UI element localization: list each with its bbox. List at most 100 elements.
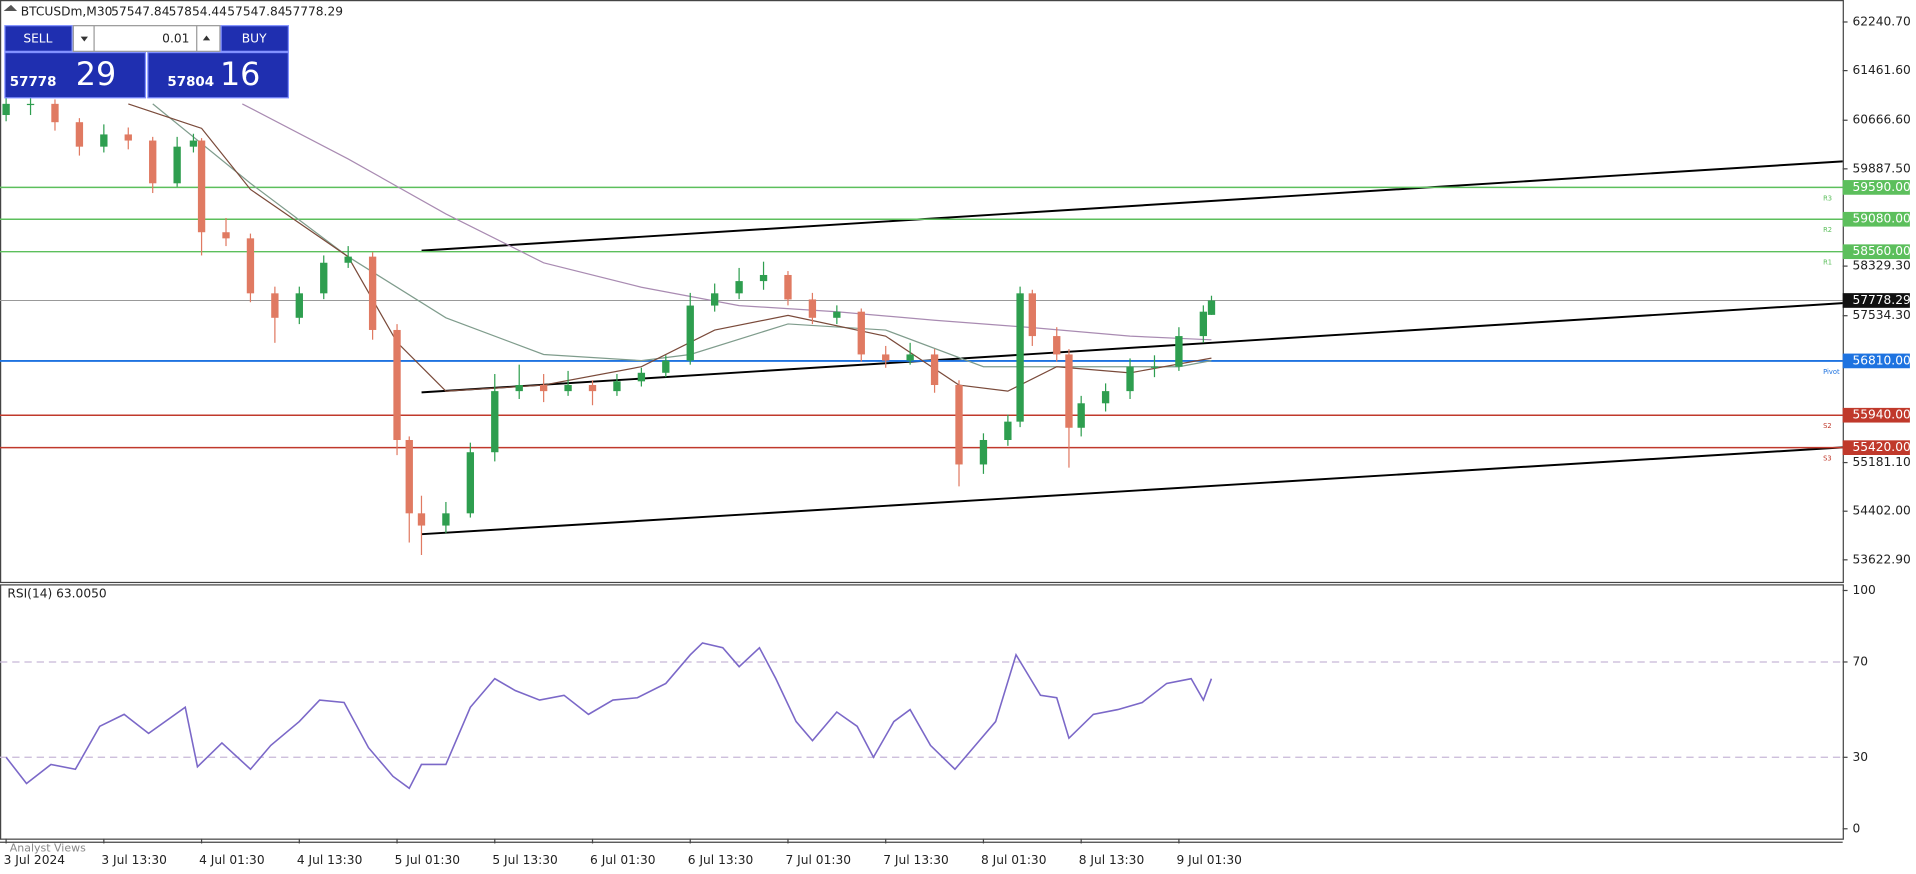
- ohlc-close: 57778.29: [285, 5, 343, 19]
- ohlc-high: 57854.44: [169, 5, 228, 19]
- candle-body: [1207, 300, 1216, 315]
- candle-body: [735, 281, 743, 294]
- candle-body: [1028, 293, 1036, 337]
- y-tick-label: 53622.90: [1852, 552, 1910, 566]
- lot-up[interactable]: [202, 35, 211, 41]
- x-tick-label: 6 Jul 01:30: [590, 853, 655, 867]
- y-tick-label: 54402.00: [1852, 504, 1910, 518]
- y-tick-label: 61461.60: [1852, 63, 1910, 77]
- candle-body: [491, 391, 499, 453]
- buy-label: BUY: [242, 32, 267, 46]
- candle-body: [1077, 403, 1085, 428]
- level-tag: [1842, 244, 1910, 260]
- level-name: R3: [1823, 194, 1832, 202]
- candle-body: [466, 452, 475, 514]
- footer-tab[interactable]: Analyst Views: [10, 841, 86, 854]
- candle-body: [686, 305, 694, 361]
- level-tag: [1842, 407, 1910, 423]
- candle-body: [882, 354, 890, 361]
- level-tag-label: 56810.00: [1852, 353, 1910, 367]
- bid-box[interactable]: [4, 51, 147, 99]
- y-tick-label: 55181.10: [1852, 455, 1910, 469]
- candle-body: [51, 103, 59, 123]
- moving-average: [242, 103, 1212, 341]
- x-tick-label: 4 Jul 13:30: [297, 853, 362, 867]
- candle-body: [564, 385, 572, 392]
- buy-button[interactable]: [220, 25, 289, 52]
- candle-body: [539, 385, 548, 392]
- trend-line: [421, 446, 1843, 536]
- candle-body: [271, 293, 279, 318]
- level-tag: [1842, 180, 1910, 195]
- x-tick-label: 9 Jul 01:30: [1176, 853, 1241, 867]
- level-name: R1: [1823, 259, 1832, 267]
- rsi-title: RSI(14) 63.0050: [7, 587, 106, 601]
- lot-value: 0.01: [162, 32, 189, 46]
- candle-body: [637, 372, 646, 382]
- candle-body: [442, 513, 450, 526]
- candle-body: [857, 311, 865, 355]
- level-tag: [1842, 353, 1910, 369]
- level-tag: [1842, 440, 1910, 456]
- x-tick-label: 8 Jul 01:30: [981, 853, 1046, 867]
- candle-body: [662, 360, 670, 373]
- y-tick-label: 62240.70: [1852, 14, 1910, 28]
- level-tag-label: 59080.00: [1852, 212, 1910, 226]
- ask-box[interactable]: [147, 51, 289, 99]
- sell-label: SELL: [23, 32, 52, 46]
- lot-down[interactable]: [80, 36, 88, 42]
- collapse-icon[interactable]: [3, 4, 18, 12]
- sell-button[interactable]: [4, 25, 73, 52]
- candle-body: [1150, 366, 1159, 368]
- candle-body: [808, 299, 817, 318]
- candle-body: [222, 232, 230, 239]
- symbol: BTCUSDm,M30: [21, 5, 113, 19]
- level-name: Pivot: [1823, 368, 1840, 376]
- candle-body: [368, 256, 377, 330]
- y-tick-label: 60666.60: [1852, 113, 1910, 127]
- bid-pips: 29: [76, 57, 116, 93]
- trend-line: [421, 302, 1843, 394]
- candle-body: [295, 293, 303, 318]
- x-tick-label: 6 Jul 13:30: [688, 853, 753, 867]
- candle-body: [979, 439, 988, 465]
- plot-layer: 62240.70 61461.60 60666.60 59887.50 58329.30…: [0, 14, 1911, 867]
- bid-main: 57778: [10, 75, 57, 90]
- candle-body: [173, 146, 181, 184]
- candle-body: [833, 311, 841, 318]
- level-tag-label: 55420.00: [1852, 440, 1910, 454]
- ohlc-open: 57547.84: [111, 5, 170, 19]
- candle-body: [1053, 336, 1061, 355]
- candle-body: [393, 329, 401, 440]
- candle-body: [784, 274, 792, 300]
- level-tag-label: 55940.00: [1852, 408, 1910, 422]
- y-tick-label: 58329.30: [1852, 259, 1910, 273]
- level-tag-label: 58560.00: [1852, 244, 1910, 258]
- candle-body: [759, 274, 768, 282]
- candle-body: [1126, 366, 1134, 392]
- candle-body: [955, 385, 963, 465]
- level-name: S2: [1823, 422, 1832, 430]
- y-tick-label: 30: [1852, 750, 1868, 764]
- candle-body: [588, 385, 597, 392]
- current-price-tag: [1842, 293, 1910, 308]
- y-tick-label: 59887.50: [1852, 161, 1910, 175]
- candle-body: [197, 140, 206, 233]
- candle-body: [417, 513, 426, 526]
- candle-body: [75, 122, 84, 147]
- main-panel-frame: [0, 0, 1844, 584]
- candle-body: [930, 354, 939, 386]
- candle-body: [515, 385, 523, 392]
- ask-main: 57804: [167, 75, 214, 90]
- moving-average: [128, 103, 1212, 392]
- x-tick-label: 7 Jul 01:30: [786, 853, 851, 867]
- candle-body: [1199, 311, 1208, 337]
- current-price-label: 57778.29: [1852, 293, 1910, 307]
- x-tick-label: 5 Jul 01:30: [395, 853, 460, 867]
- candle-body: [1004, 421, 1012, 440]
- level-tag: [1842, 211, 1910, 227]
- candle-body: [1065, 354, 1073, 428]
- lot-input[interactable]: [72, 25, 221, 52]
- x-tick-label: 7 Jul 13:30: [883, 853, 948, 867]
